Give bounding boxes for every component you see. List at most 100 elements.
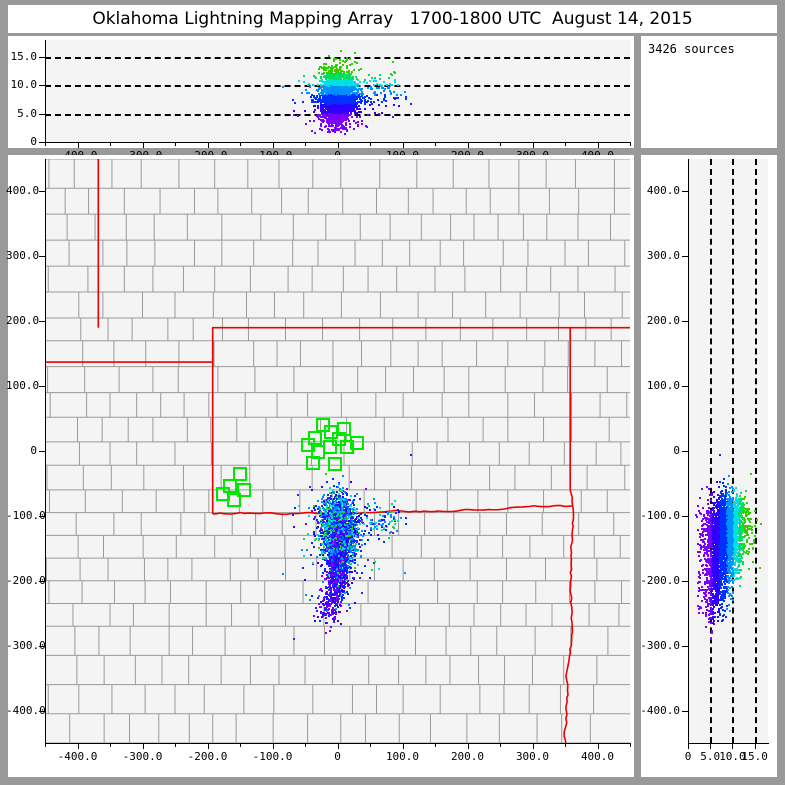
main-y-tick	[39, 451, 46, 452]
top-x-minortick	[240, 142, 241, 146]
main-x-ticklabel: 100.0	[386, 750, 419, 763]
right-y-ticklabel: 0	[639, 444, 680, 457]
main-x-minortick	[370, 743, 371, 747]
top-x-minortick	[305, 142, 306, 146]
top-y-tick	[39, 85, 46, 87]
main-x-tick	[207, 743, 209, 749]
gridline-altitude-5.0	[710, 159, 713, 743]
main-x-tick	[272, 743, 274, 749]
plan-view-plot-area	[45, 159, 630, 743]
main-x-minortick	[305, 743, 306, 747]
top-x-minortick	[565, 142, 566, 146]
top-x-tick	[142, 142, 144, 148]
right-y-tick	[682, 191, 689, 193]
top-x-minortick	[500, 142, 501, 146]
top-x-minortick	[110, 142, 111, 146]
main-y-ticklabel: 200.0	[6, 314, 39, 327]
main-y-tick	[39, 580, 46, 582]
top-x-tick	[532, 142, 534, 148]
main-x-minortick	[500, 743, 501, 747]
top-x-tick	[597, 142, 599, 148]
main-x-tick	[402, 743, 404, 749]
right-y-tick	[682, 645, 689, 647]
top-x-tick	[207, 142, 209, 148]
main-x-tick	[532, 743, 534, 749]
top-y-tick	[39, 57, 46, 58]
right-y-tick	[682, 256, 689, 258]
top-x-minortick	[370, 142, 371, 146]
main-y-ticklabel: 100.0	[6, 379, 39, 392]
right-x-tick	[688, 743, 689, 749]
height-north-plot-area	[688, 159, 768, 743]
right-y-ticklabel: -400.0	[639, 704, 680, 717]
right-y-tick	[682, 321, 689, 323]
main-y-tick	[39, 710, 46, 712]
right-x-ticklabel: 15.0	[741, 750, 768, 763]
main-y-ticklabel: -100.0	[6, 509, 46, 522]
main-x-minortick	[45, 743, 46, 747]
lma-station-marker-11	[331, 432, 346, 447]
right-x-ticklabel: 5.0	[700, 750, 720, 763]
main-x-minortick	[175, 743, 176, 747]
top-y-ticklabel: 15.0	[8, 50, 38, 63]
top-y-tick	[39, 113, 46, 115]
time-height-panel: 05.010.015.0-400.0-300.0-200.0-100.00100…	[8, 36, 634, 162]
right-y-tick	[682, 710, 689, 712]
main-x-ticklabel: 200.0	[451, 750, 484, 763]
main-y-ticklabel: -200.0	[6, 574, 46, 587]
main-x-minortick	[435, 743, 436, 747]
right-x-tick	[732, 743, 734, 749]
top-x-minortick	[435, 142, 436, 146]
right-x-axis	[688, 743, 769, 744]
top-x-tick	[77, 142, 79, 148]
top-x-minortick	[175, 142, 176, 146]
top-x-minortick	[630, 142, 631, 146]
sources-panel: 3426 sources	[641, 36, 777, 148]
lma-station-marker-16	[216, 486, 231, 501]
main-x-tick	[337, 743, 339, 749]
top-x-tick	[467, 142, 469, 148]
lma-station-marker-10	[327, 456, 342, 471]
right-x-ticklabel: 10.0	[719, 750, 746, 763]
title-bar: Oklahoma Lightning Mapping Array 1700-18…	[8, 5, 777, 33]
main-y-ticklabel: -300.0	[6, 639, 46, 652]
right-x-tick	[754, 743, 756, 749]
main-x-minortick	[110, 743, 111, 747]
main-y-tick	[39, 386, 46, 388]
right-y-ticklabel: 300.0	[639, 249, 680, 262]
top-y-ticklabel: 0	[8, 135, 37, 148]
main-y-tick	[39, 256, 46, 258]
right-y-ticklabel: 400.0	[639, 184, 680, 197]
main-x-ticklabel: 0	[334, 750, 341, 763]
page-title: Oklahoma Lightning Mapping Array 1700-18…	[92, 9, 692, 29]
main-x-tick	[77, 743, 79, 749]
main-y-tick	[39, 645, 46, 647]
main-y-tick	[39, 515, 46, 517]
main-x-minortick	[630, 743, 631, 747]
main-y-ticklabel: 400.0	[6, 184, 39, 197]
main-x-ticklabel: -300.0	[123, 750, 163, 763]
main-x-tick	[142, 743, 144, 749]
main-y-ticklabel: -400.0	[6, 704, 46, 717]
lma-station-marker-9	[305, 455, 320, 470]
lma-station-marker-2	[300, 437, 315, 452]
main-y-ticklabel: 300.0	[6, 249, 39, 262]
main-y-tick	[39, 321, 46, 323]
right-y-tick	[682, 451, 689, 452]
main-x-ticklabel: 300.0	[516, 750, 549, 763]
top-y-tick	[39, 142, 46, 143]
main-x-minortick	[240, 743, 241, 747]
top-x-tick	[337, 142, 339, 148]
gridline-altitude-10.0	[732, 159, 735, 743]
gridline-altitude-15.0	[45, 57, 630, 59]
gridline-altitude-15.0	[754, 159, 757, 743]
source-count-label: 3426 sources	[648, 42, 735, 56]
main-y-ticklabel: 0	[6, 444, 37, 457]
main-y-tick	[39, 191, 46, 193]
main-x-tick	[597, 743, 599, 749]
right-y-tick	[682, 386, 689, 388]
time-height-plot-area	[45, 40, 630, 142]
top-x-minortick	[45, 142, 46, 146]
right-y-tick	[682, 515, 689, 517]
